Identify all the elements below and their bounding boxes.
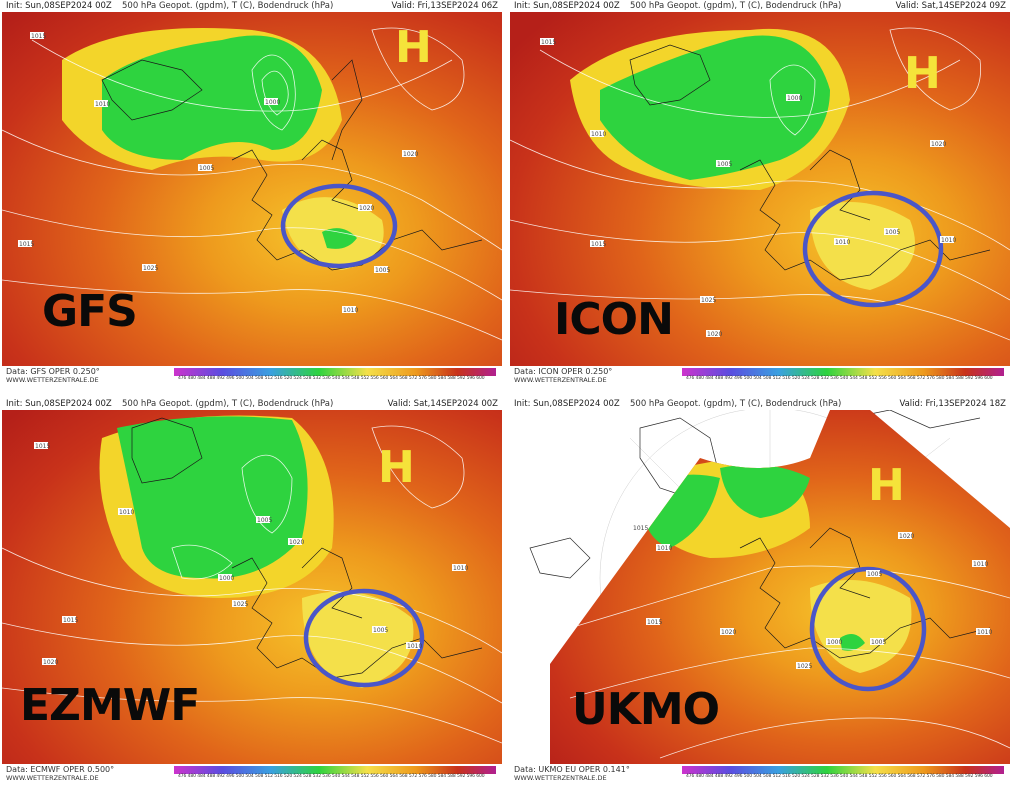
isobar-label: 1025 [797,663,812,670]
isobar-label: 1015 [63,617,78,624]
highlight-circle [802,190,944,308]
panel-footer: Data: ICON OPER 0.250° WWW.WETTERZENTRAL… [510,366,1010,386]
model-label: ICON [554,294,674,345]
model-label: GFS [42,286,138,337]
valid-time: Valid: Fri,13SEP2024 06Z [391,1,498,11]
isobar-label: 1010 [835,239,850,246]
isobar-label: 1000 [265,99,280,106]
isobar-label: 1010 [343,307,358,314]
isobar-label: 1005 [867,571,882,578]
color-scale [174,766,496,774]
isobar-label: 1010 [973,561,988,568]
isobar-label: 1005 [373,627,388,634]
isobar-label: 1000 [219,575,234,582]
panel-footer: Data: UKMO EU OPER 0.141° WWW.WETTERZENT… [510,764,1010,784]
isobar-label: 1020 [721,629,736,636]
scale-labels: 476 480 484 488 492 496 500 504 508 512 … [686,774,993,779]
model-label: EZMWF [20,680,200,731]
init-time: Init: Sun,08SEP2024 00Z [514,1,620,11]
isobar-label: 1000 [827,639,842,646]
valid-time: Valid: Sat,14SEP2024 09Z [895,1,1006,11]
isobar-label: 1015 [31,33,46,40]
isobar-label: 1015 [647,619,662,626]
weather-map: 1015 1010 1005 1000 1020 1025 1010 1015 … [2,12,502,368]
isobar-label: 1015 [541,39,556,46]
isobar-label: 1005 [885,229,900,236]
isobar-label: 1020 [43,659,58,666]
scale-labels: 476 480 484 488 492 496 500 504 508 512 … [686,376,993,381]
map-panel-gfs: Init: Sun,08SEP2024 00Z 500 hPa Geopot. … [2,0,502,386]
color-scale [174,368,496,376]
isobar-label: 1005 [871,639,886,646]
scale-labels: 476 480 484 488 492 496 500 504 508 512 … [178,774,485,779]
panel-header: Init: Sun,08SEP2024 00Z 500 hPa Geopot. … [512,398,1008,410]
isobar-label: 1010 [95,101,110,108]
high-pressure-label: H [904,48,941,99]
isobar-label: 1025 [701,297,716,304]
site-credit: WWW.WETTERZENTRALE.DE [6,376,99,384]
isobar-label: 1005 [257,517,272,524]
isobar-label: 1005 [717,161,732,168]
isobar-label: 1010 [941,237,956,244]
data-source: Data: GFS OPER 0.250° [6,367,100,376]
panel-header: Init: Sun,08SEP2024 00Z 500 hPa Geopot. … [512,0,1008,12]
color-scale [682,368,1004,376]
isobar-label: 1025 [143,265,158,272]
data-source: Data: ICON OPER 0.250° [514,367,613,376]
high-pressure-label: H [378,442,415,493]
data-source: Data: ECMWF OPER 0.500° [6,765,115,774]
valid-time: Valid: Sat,14SEP2024 00Z [387,399,498,409]
map-title: 500 hPa Geopot. (gpdm), T (C), Bodendruc… [122,1,334,11]
isobar-label: 1015 [633,525,648,532]
high-pressure-label: H [395,22,432,73]
panel-footer: Data: ECMWF OPER 0.500° WWW.WETTERZENTRA… [2,764,502,784]
weather-map: 1015 1010 1005 1000 1020 1025 1010 1015 … [510,12,1010,368]
isobar-label: 1010 [119,509,134,516]
isobar-label: 1015 [35,443,50,450]
map-title: 500 hPa Geopot. (gpdm), T (C), Bodendruc… [122,399,334,409]
isobar-label: 1020 [931,141,946,148]
isobar-label: 1005 [199,165,214,172]
isobar-label: 1005 [375,267,390,274]
scale-labels: 476 480 484 488 492 496 500 504 508 512 … [178,376,485,381]
map-title: 500 hPa Geopot. (gpdm), T (C), Bodendruc… [630,399,842,409]
map-panel-ecmwf: Init: Sun,08SEP2024 00Z 500 hPa Geopot. … [2,398,502,784]
isobar-label: 1010 [407,643,422,650]
highlight-circle [809,566,927,692]
site-credit: WWW.WETTERZENTRALE.DE [514,376,607,384]
isobar-label: 1020 [403,151,418,158]
color-scale [682,766,1004,774]
isobar-label: 1020 [359,205,374,212]
isobar-label: 1010 [591,131,606,138]
weather-map: 1015 1010 1005 1000 1020 1025 1010 1015 … [2,410,502,766]
valid-time: Valid: Fri,13SEP2024 18Z [899,399,1006,409]
site-credit: WWW.WETTERZENTRALE.DE [514,774,607,782]
panel-header: Init: Sun,08SEP2024 00Z 500 hPa Geopot. … [4,398,500,410]
high-pressure-label: H [868,460,905,511]
site-credit: WWW.WETTERZENTRALE.DE [6,774,99,782]
map-panel-icon: Init: Sun,08SEP2024 00Z 500 hPa Geopot. … [510,0,1010,386]
highlight-circle [280,183,398,269]
isobar-label: 1010 [657,545,672,552]
map-panel-ukmo: Init: Sun,08SEP2024 00Z 500 hPa Geopot. … [510,398,1010,784]
isobar-label: 1000 [787,95,802,102]
init-time: Init: Sun,08SEP2024 00Z [514,399,620,409]
isobar-label: 1015 [19,241,34,248]
isobar-label: 1025 [233,601,248,608]
highlight-circle [303,588,425,688]
panel-footer: Data: GFS OPER 0.250° WWW.WETTERZENTRALE… [2,366,502,386]
map-title: 500 hPa Geopot. (gpdm), T (C), Bodendruc… [630,1,842,11]
init-time: Init: Sun,08SEP2024 00Z [6,1,112,11]
panel-header: Init: Sun,08SEP2024 00Z 500 hPa Geopot. … [4,0,500,12]
isobar-label: 1010 [453,565,468,572]
init-time: Init: Sun,08SEP2024 00Z [6,399,112,409]
isobar-label: 1020 [707,331,722,338]
model-label: UKMO [572,684,720,735]
isobar-label: 1010 [977,629,992,636]
isobar-label: 1020 [899,533,914,540]
data-source: Data: UKMO EU OPER 0.141° [514,765,630,774]
isobar-label: 1020 [289,539,304,546]
weather-map: 1015 1010 1005 1000 1020 1025 1010 1015 … [510,407,1010,766]
isobar-label: 1015 [591,241,606,248]
